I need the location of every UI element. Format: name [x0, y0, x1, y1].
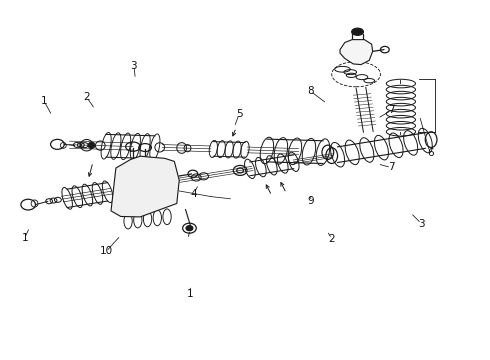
Text: 7: 7 — [388, 105, 394, 115]
Ellipse shape — [88, 142, 95, 149]
Ellipse shape — [186, 226, 193, 231]
Text: 3: 3 — [418, 219, 425, 229]
Text: 9: 9 — [307, 197, 314, 206]
Text: 1: 1 — [187, 289, 194, 299]
Text: 8: 8 — [307, 86, 314, 96]
Text: 1: 1 — [41, 96, 48, 107]
Text: 7: 7 — [388, 162, 394, 172]
Text: 5: 5 — [236, 109, 243, 119]
Text: 10: 10 — [99, 247, 113, 256]
Text: 2: 2 — [328, 234, 335, 244]
Ellipse shape — [352, 28, 364, 35]
Text: 3: 3 — [131, 61, 137, 71]
Text: 1: 1 — [22, 233, 28, 243]
Text: 6: 6 — [427, 148, 434, 158]
Polygon shape — [111, 156, 179, 217]
Polygon shape — [340, 40, 373, 64]
Text: 2: 2 — [83, 92, 90, 102]
Text: 4: 4 — [191, 189, 197, 199]
